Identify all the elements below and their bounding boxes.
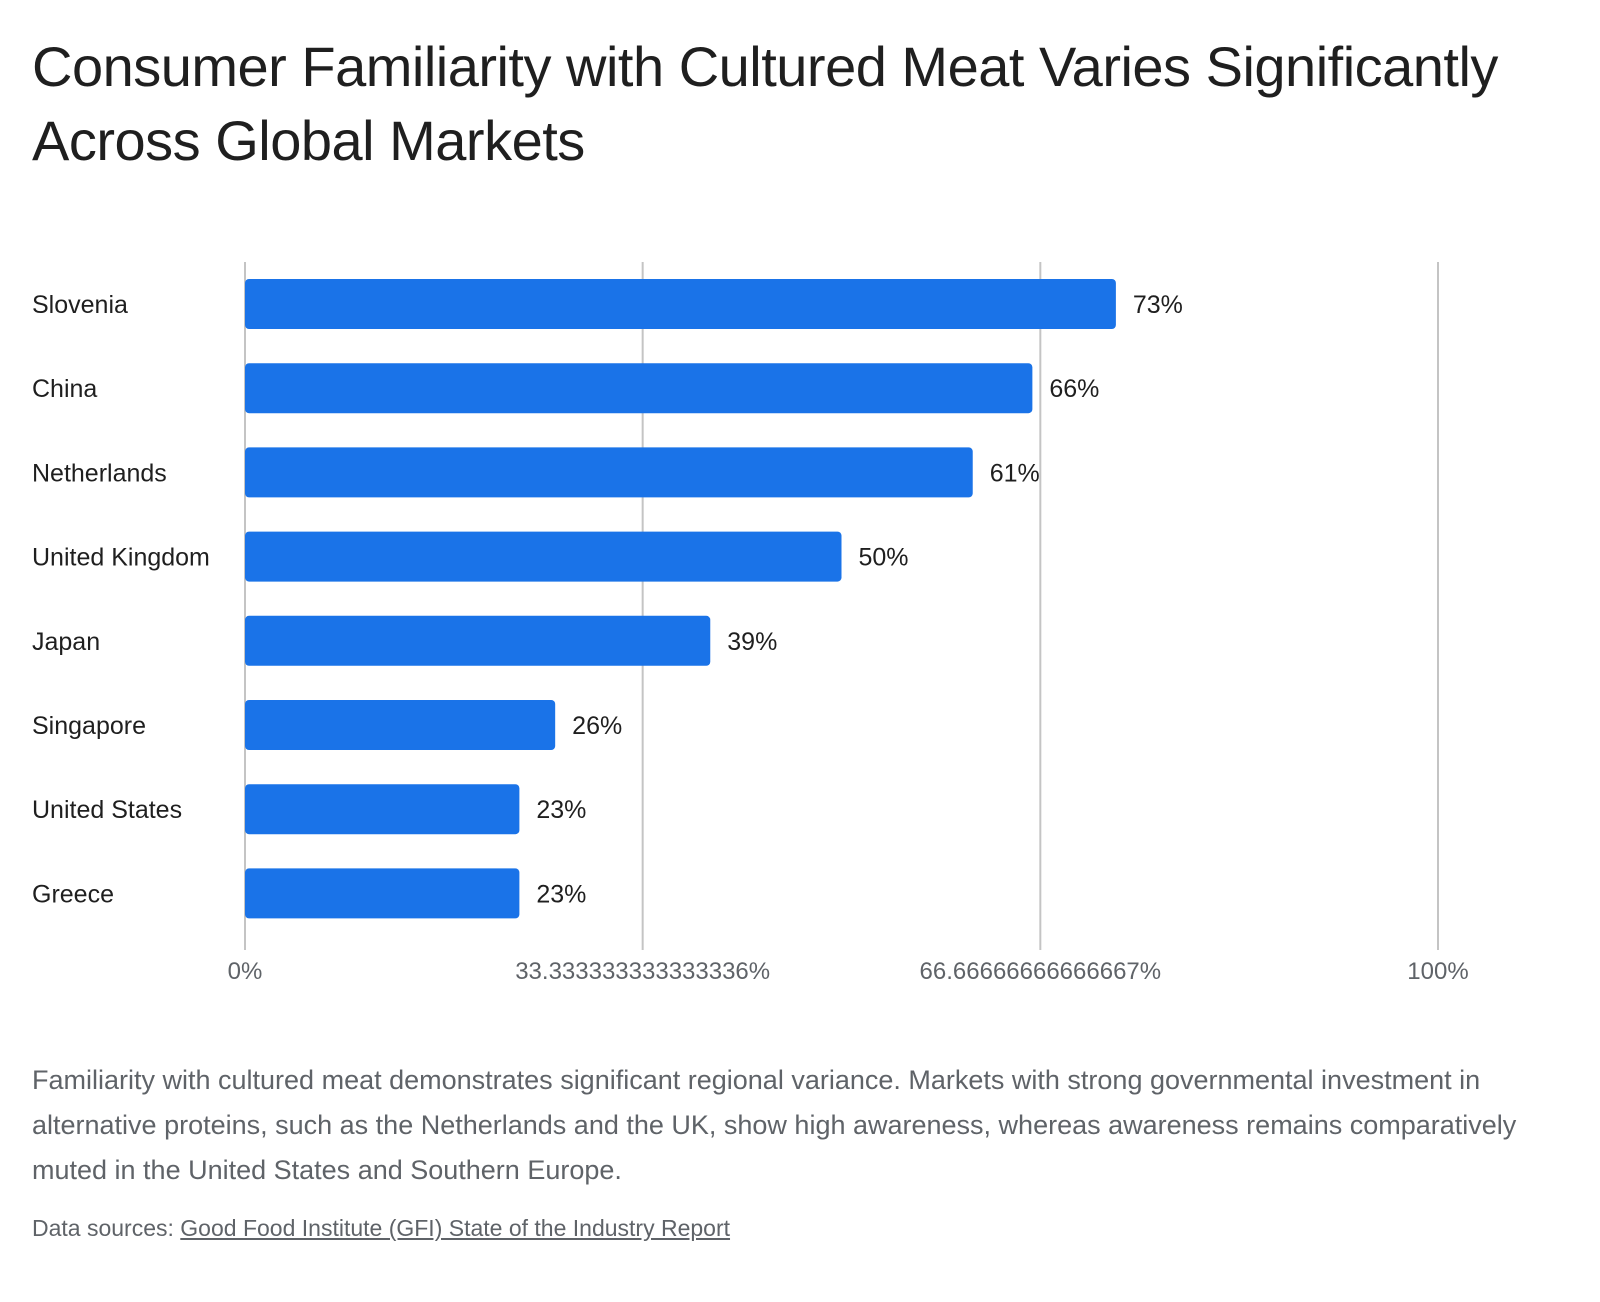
bar [245, 784, 520, 835]
value-label: 23% [536, 796, 586, 824]
value-label: 50% [859, 544, 909, 572]
bar [245, 615, 711, 666]
bars [245, 279, 1116, 919]
chart-description: Familiarity with cultured meat demonstra… [32, 1065, 1517, 1185]
category-label: United States [32, 796, 182, 824]
bar [245, 700, 556, 750]
x-tick-label: 33.333333333333336% [515, 958, 770, 985]
category-label: United Kingdom [32, 544, 210, 572]
data-sources-prefix: Data sources: [32, 1215, 181, 1241]
category-label: Japan [32, 628, 100, 656]
category-label: China [32, 375, 97, 403]
value-label: 73% [1133, 291, 1183, 319]
bar-chart: Slovenia China Netherlands United Kingdom Ja… [32, 262, 1469, 985]
value-label: 61% [990, 459, 1040, 487]
value-label: 26% [572, 712, 622, 740]
category-labels: Slovenia China Netherlands United Kingdom Ja… [32, 291, 210, 908]
bar [245, 868, 520, 919]
category-label: Netherlands [32, 459, 167, 487]
bar [245, 447, 973, 498]
category-label: Slovenia [32, 291, 128, 319]
category-label: Singapore [32, 712, 146, 740]
bar [245, 363, 1033, 414]
x-tick-label: 100% [1407, 958, 1468, 985]
value-labels: 73% 66% 61% 50% 39% 26% 23% 23% [536, 291, 1183, 908]
x-tick-label: 0% [228, 958, 263, 985]
x-axis-ticks: 0% 33.333333333333336% 66.66666666666667% 1… [228, 958, 1469, 985]
x-tick-label: 66.66666666666667% [920, 958, 1162, 985]
data-sources: Data sources: Good Food Institute (GFI) … [32, 1212, 730, 1244]
chart-title: Consumer Familiarity with Cultured Meat … [32, 35, 1498, 172]
category-label: Greece [32, 880, 114, 908]
value-label: 39% [727, 628, 777, 656]
value-label: 66% [1049, 375, 1099, 403]
bar [245, 531, 842, 582]
data-source-link[interactable]: Good Food Institute (GFI) State of the I… [180, 1215, 731, 1241]
value-label: 23% [536, 880, 586, 908]
bar [245, 279, 1116, 329]
